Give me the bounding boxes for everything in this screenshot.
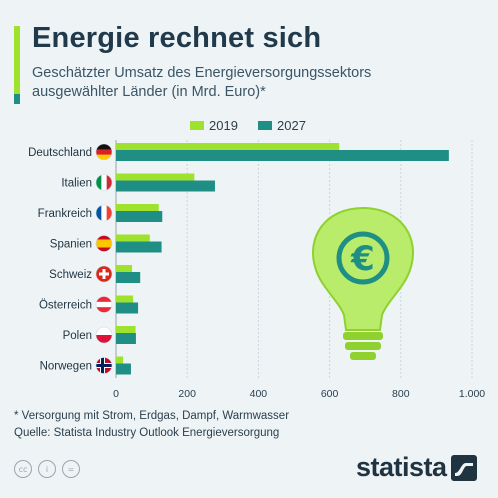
flag-at-icon (95, 296, 113, 313)
legend-swatch-2019 (190, 121, 204, 130)
bar-2027 (116, 241, 162, 253)
bar-2019 (116, 204, 159, 215)
category-label: Polen (63, 330, 92, 342)
x-tick-label: 800 (392, 388, 410, 400)
cc-icon[interactable]: cc (14, 460, 32, 478)
bar-2019 (116, 326, 136, 337)
bar-2019 (116, 143, 340, 154)
brand[interactable]: statista (356, 452, 477, 483)
statista-logo-icon (450, 454, 477, 481)
chart: 2019 2027 € Deutschland Italien Frankreich S… (28, 118, 485, 400)
flag-pl-icon (95, 326, 113, 344)
x-tick-label: 200 (178, 388, 196, 400)
chart-subtitle: Geschätzter Umsatz des Energieversorgung… (32, 65, 372, 100)
category-label: Schweiz (49, 269, 92, 281)
bar-2019 (116, 265, 133, 276)
legend: 2019 2027 (190, 118, 306, 133)
flag-de-icon (95, 143, 113, 161)
category-label: Deutschland (28, 147, 92, 159)
bar-2019 (116, 234, 150, 246)
attribution-icon[interactable]: i (38, 460, 56, 478)
x-tick-label: 400 (250, 388, 268, 400)
legend-label-2019: 2019 (209, 118, 238, 133)
svg-text:€: € (350, 239, 375, 279)
category-label: Norwegen (40, 361, 92, 373)
bar-2019 (116, 173, 195, 185)
footnote: * Versorgung mit Strom, Erdgas, Dampf, W… (14, 408, 289, 442)
x-tick-label: 1.000 (459, 388, 485, 400)
equals-icon[interactable]: = (62, 460, 80, 478)
category-labels: Deutschland Italien Frankreich Spanien Schwe… (28, 147, 92, 373)
bar-2027 (116, 150, 449, 161)
x-axis-ticks: 0 200 400 600 800 1.000 (113, 388, 485, 400)
license-icons: cc i = (14, 460, 80, 478)
category-label: Österreich (39, 300, 92, 312)
bar-2019 (116, 295, 134, 307)
flag-ch-icon (95, 265, 113, 283)
footnote-note: * Versorgung mit Strom, Erdgas, Dampf, W… (14, 410, 290, 422)
flag-no-icon (95, 357, 113, 374)
category-label: Frankreich (38, 208, 92, 220)
x-tick-label: 0 (113, 388, 119, 400)
legend-swatch-2027 (258, 121, 272, 130)
bars (116, 143, 449, 375)
bar-2027 (116, 363, 131, 375)
lightbulb-euro-icon: € (311, 206, 415, 360)
flag-es-icon (95, 235, 113, 252)
title-accent-bar-secondary (14, 94, 20, 104)
bar-2027 (116, 333, 136, 344)
footnote-source: Quelle: Statista Industry Outlook Energi… (14, 427, 280, 439)
brand-name: statista (356, 452, 447, 482)
legend-label-2027: 2027 (277, 118, 306, 133)
bar-2019 (116, 356, 124, 368)
flags (95, 143, 113, 374)
bar-2027 (116, 272, 141, 283)
title-accent-bar (14, 26, 20, 94)
bar-2027 (116, 302, 139, 314)
flag-it-icon (95, 174, 113, 191)
bar-2027 (116, 180, 215, 192)
chart-title: Energie rechnet sich (32, 22, 322, 54)
x-tick-label: 600 (321, 388, 339, 400)
flag-fr-icon (95, 204, 113, 222)
category-label: Italien (61, 178, 92, 190)
category-label: Spanien (50, 239, 92, 251)
bar-2027 (116, 211, 163, 222)
